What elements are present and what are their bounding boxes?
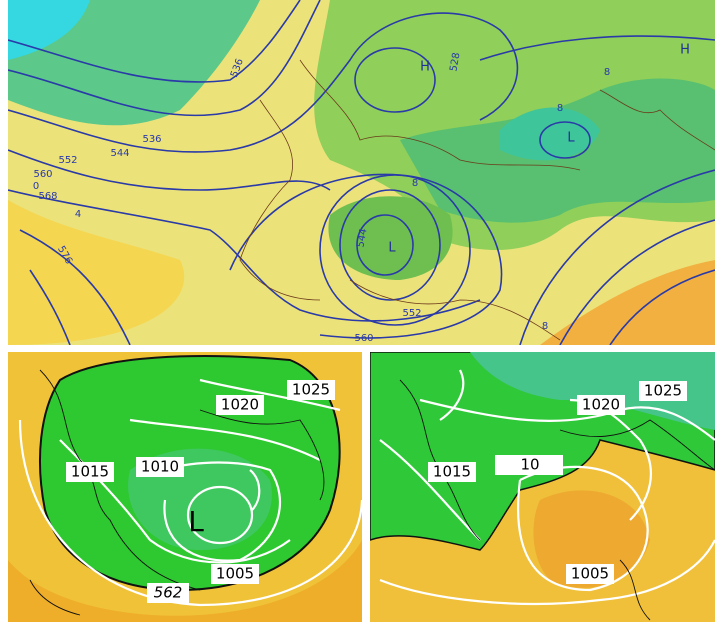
pressure-center: H — [680, 43, 690, 58]
contour-label: 8 — [542, 321, 548, 332]
label-box — [147, 583, 189, 603]
contour-label: 8 — [412, 178, 418, 189]
bottom-right-map: 1025 1020 1015 10 1005 — [370, 352, 715, 622]
contour-label: 568 — [38, 191, 57, 202]
contour-label: 560 — [354, 333, 373, 344]
contour-label: 1025 — [292, 381, 330, 399]
pressure-center: L — [567, 131, 575, 146]
contour-label: 8 — [557, 103, 563, 114]
label-box — [639, 381, 687, 401]
contour-label: 1015 — [71, 463, 109, 481]
contour-label: 4 — [75, 209, 81, 220]
label-box — [577, 395, 625, 415]
bottom-left-map: 1025 1020 1015 1010 L 1005 562 — [8, 352, 362, 622]
contour-label: 1005 — [571, 565, 609, 583]
contour-label: 560 — [33, 169, 52, 180]
contour-label: 552 — [58, 155, 77, 166]
label-box — [495, 455, 563, 475]
contour-label: 1015 — [433, 463, 471, 481]
label-box — [66, 462, 114, 482]
contour-label: 1025 — [644, 382, 682, 400]
contour-label: 536 — [142, 134, 161, 145]
contour-label: 1020 — [221, 396, 259, 414]
label-box — [211, 564, 259, 584]
label-box — [136, 457, 184, 477]
contour-label: 1020 — [582, 396, 620, 414]
pressure-center: L — [188, 505, 204, 538]
contour-label: 562 — [154, 584, 183, 602]
label-box — [428, 462, 476, 482]
label-box — [216, 395, 264, 415]
contour-label: 544 — [355, 228, 369, 249]
label-box — [566, 564, 614, 584]
contour-label: 10 — [520, 456, 539, 474]
contour-label: 0 — [33, 181, 39, 192]
contour-label: 552 — [402, 308, 421, 319]
contour-label: 1010 — [141, 458, 179, 476]
pressure-center: H — [420, 60, 430, 75]
top-map: H H L L 536 536 544 552 560 568 576 528 … — [8, 0, 715, 345]
pressure-center: L — [388, 241, 396, 256]
contour-label: 1005 — [216, 565, 254, 583]
contour-label: 544 — [110, 148, 129, 159]
label-box — [287, 380, 335, 400]
contour-label: 8 — [604, 67, 610, 78]
contour-label: 528 — [448, 52, 462, 73]
